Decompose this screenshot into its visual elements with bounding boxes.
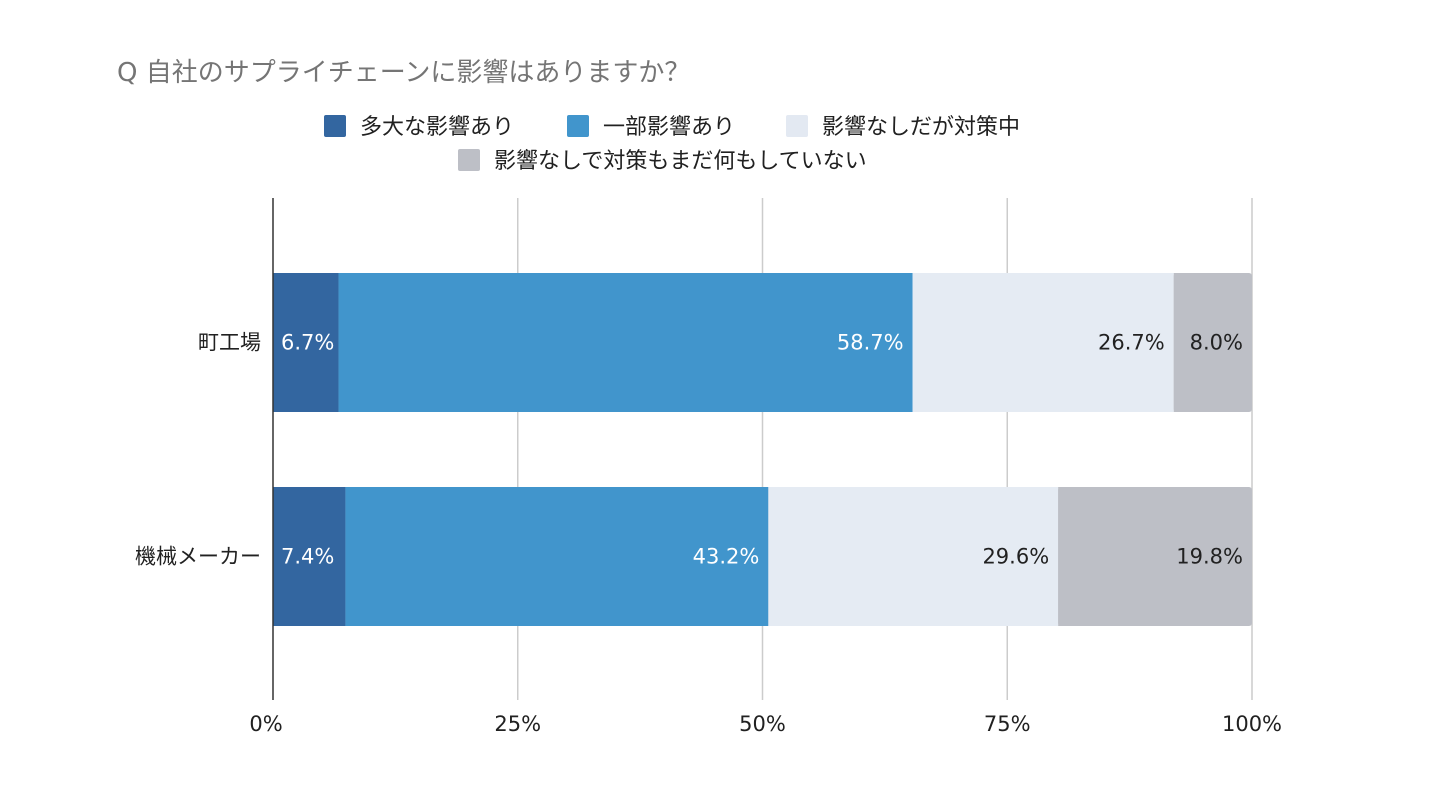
x-tick-label: 100% [1222,712,1282,736]
x-tick-label: 25% [494,712,541,736]
bar-segment [338,273,913,412]
bar-segment [1173,273,1252,412]
chart-title: Q 自社のサプライチェーンに影響はありますか？ [117,58,690,88]
legend-label: 一部影響あり [603,115,735,140]
bar-segment [1058,487,1252,626]
x-tick-label: 0% [249,712,282,736]
legend-label: 多大な影響あり [360,115,514,140]
category-label: 機械メーカー [135,545,261,569]
x-tick-label: 50% [739,712,786,736]
bar-segment [273,487,346,626]
data-label: 26.7% [1098,331,1165,355]
legend-swatch [786,115,808,137]
data-label: 58.7% [837,331,904,355]
bar-segment [273,273,339,412]
bar-segment [912,273,1174,412]
legend-swatch [567,115,589,137]
bar-segment [345,487,769,626]
x-tick-label: 75% [984,712,1031,736]
legend-label: 影響なしで対策もまだ何もしていない [494,149,867,174]
category-label: 町工場 [198,331,261,355]
bar-segment [768,487,1059,626]
bar-segment-edge [1173,273,1180,412]
legend-swatch [324,115,346,137]
data-label: 8.0% [1190,331,1243,355]
data-label: 29.6% [982,545,1049,569]
x-tick-labels: 0% 25% 50% 75% 100% [249,712,1282,736]
bars: 6.7% 58.7% 26.7% 8.0% 7.4% 43.2% 29.6% 19.8% [273,273,1252,626]
data-label: 7.4% [281,545,334,569]
data-label: 6.7% [281,331,334,355]
data-label: 19.8% [1176,545,1243,569]
legend-label: 影響なしだが対策中 [822,115,1020,140]
bar-segment-edge [1058,487,1065,626]
data-label: 43.2% [693,545,760,569]
legend-swatch [458,149,480,171]
